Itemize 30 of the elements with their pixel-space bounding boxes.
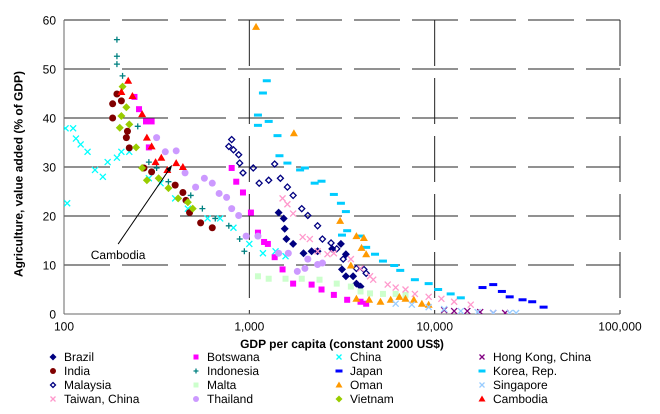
legend-label: Botswana	[207, 350, 260, 364]
legend-label: Japan	[350, 364, 383, 378]
legend-label: Malaysia	[64, 378, 112, 392]
x-tick-label: 100,000	[598, 320, 642, 334]
x-tick-label: 100	[54, 320, 74, 334]
y-tick-label: 40	[42, 111, 56, 126]
y-tick-label: 0	[49, 307, 56, 322]
y-tick-label: 60	[42, 13, 56, 28]
x-tick-label: 1,000	[234, 320, 265, 334]
legend-label: Thailand	[207, 392, 254, 406]
legend-label: Indonesia	[207, 364, 260, 378]
legend-label: Cambodia	[493, 392, 548, 406]
x-axis-title: GDP per capita (constant 2000 US$)	[240, 337, 444, 351]
annotation: Cambodia	[90, 248, 146, 262]
x-tick-label: 10,000	[416, 320, 454, 334]
y-tick-label: 30	[42, 160, 56, 174]
legend-label: India	[64, 364, 90, 378]
legend-label: Oman	[350, 378, 383, 392]
legend-label: Korea, Rep.	[493, 364, 558, 378]
legend-label: Brazil	[64, 350, 94, 364]
legend-label: Malta	[207, 378, 236, 392]
y-tick-label: 20	[42, 209, 56, 224]
legend-label: China	[350, 350, 382, 364]
y-tick-label: 10	[42, 258, 56, 272]
y-tick-label: 50	[42, 62, 56, 76]
legend-label: Singapore	[493, 378, 548, 392]
y-axis-title: Agriculture, value added (% of GDP)	[11, 70, 26, 277]
legend-label: Hong Kong, China	[493, 350, 592, 364]
legend-label: Vietnam	[350, 392, 394, 406]
legend-label: Taiwan, China	[64, 392, 140, 406]
